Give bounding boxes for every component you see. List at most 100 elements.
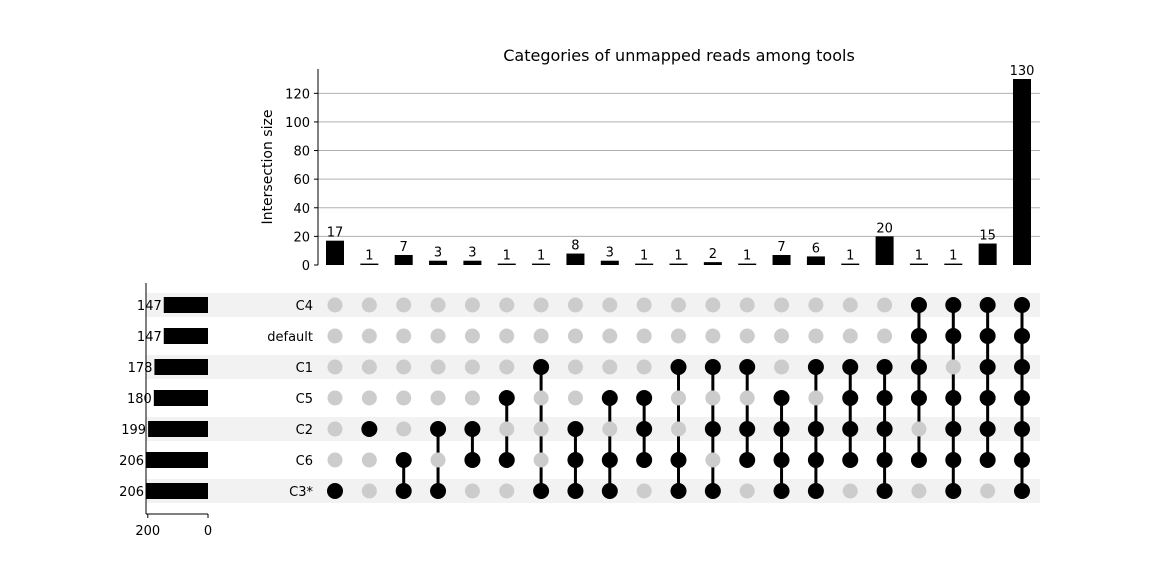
intersection-bar [669,263,688,265]
matrix-dot-active [636,421,653,437]
matrix-dot-active [910,297,927,313]
matrix-dot-active [979,452,996,468]
bar-value-label: 1 [949,249,957,264]
y-axis: 0 20 40 60 80 100 120 [285,69,319,274]
set-size-bars: 147 147 178 180 199 206 206 200 0 [119,283,212,539]
matrix-dot-active [910,452,927,468]
matrix-dot-inactive [774,328,790,344]
matrix-dot-active [1014,359,1030,375]
intersection-bar [360,263,379,265]
intersection-bar [909,263,928,265]
intersection-bar [600,260,619,265]
matrix-dot-inactive [533,297,549,313]
y-tick-label: 60 [293,173,310,188]
matrix-dot-inactive [533,421,549,437]
intersection-bar [532,263,551,265]
matrix-dot-inactive [911,483,927,499]
intersection-bar [806,256,825,265]
matrix-dot-active [395,452,412,468]
matrix-dot-active [430,421,447,437]
matrix-dot-active [739,421,756,437]
matrix-dot-active [498,452,515,468]
matrix-dot-inactive [705,297,721,313]
bar-value-label: 1 [537,249,545,264]
matrix-dot-inactive [361,483,377,499]
matrix-dot-active [1014,452,1030,468]
set-size-label: 206 [119,485,144,500]
bar-value-label: 6 [812,241,820,256]
row-band [146,355,1040,379]
matrix-dot-inactive [842,483,858,499]
intersection-bar [772,254,791,265]
set-label: default [267,330,313,345]
matrix-dot-active [395,483,412,499]
matrix-dot-inactive [602,359,618,375]
matrix-dot-inactive [739,483,755,499]
matrix-dot-active [807,483,824,499]
matrix-dot-active [979,421,996,437]
matrix-dot-inactive [430,359,446,375]
matrix-dot-active [1014,328,1030,344]
matrix-dot-inactive [705,452,721,468]
row-band [146,293,1040,317]
matrix-dot-inactive [636,328,652,344]
set-size-bar [163,328,208,344]
intersection-bar [738,263,757,265]
matrix-dot-inactive [533,390,549,406]
matrix-dot-inactive [464,328,480,344]
matrix-dot-active [704,359,721,375]
matrix-dot-inactive [567,390,583,406]
matrix-dot-active [842,452,859,468]
bar-value-label: 1 [915,249,923,264]
matrix-dot-active [842,421,859,437]
matrix-dot-active [739,452,756,468]
matrix-dot-active [533,483,550,499]
matrix-dot-active [601,390,618,406]
bar-value-label: 3 [606,246,614,261]
matrix-dot-active [327,483,343,499]
y-axis-label: Intersection size [260,110,276,225]
matrix-dot-inactive [327,359,343,375]
matrix-dot-active [979,390,996,406]
matrix-dot-active [876,390,893,406]
matrix-dot-inactive [911,421,927,437]
matrix-dot-inactive [636,483,652,499]
matrix-dot-inactive [739,297,755,313]
matrix-dot-inactive [533,328,549,344]
matrix-dot-inactive [774,359,790,375]
matrix-dot-inactive [602,297,618,313]
matrix-dot-inactive [877,297,893,313]
y-tick-label: 80 [293,145,310,160]
matrix-dot-active [567,421,584,437]
matrix-dot-inactive [499,297,515,313]
matrix-dot-inactive [567,328,583,344]
matrix-dot-active [773,421,790,437]
matrix-dot-active [533,359,550,375]
matrix-dot-active [979,297,996,313]
intersection-bar [875,236,894,265]
intersection-bar [1013,79,1031,266]
bar-value-label: 2 [709,247,717,262]
y-tick-label: 0 [302,259,310,274]
matrix-dot-active [807,359,824,375]
set-size-label: 147 [137,299,162,314]
matrix-dot-inactive [980,483,996,499]
matrix-dot-inactive [361,390,377,406]
intersection-bar [978,243,997,265]
matrix-dot-active [464,421,481,437]
matrix-dot-active [807,421,824,437]
matrix-dot-inactive [327,421,343,437]
matrix-dot-inactive [499,359,515,375]
matrix-dot-active [945,421,962,437]
intersection-bar [463,260,482,265]
matrix-dot-active [773,452,790,468]
bar-value-label: 15 [979,229,996,244]
matrix-dot-active [567,483,584,499]
set-size-label: 147 [137,330,162,345]
bar-value-label: 1 [640,249,648,264]
intersection-matrix [327,297,1030,499]
matrix-dot-inactive [602,421,618,437]
matrix-dot-inactive [671,297,686,313]
matrix-dot-active [704,421,721,437]
